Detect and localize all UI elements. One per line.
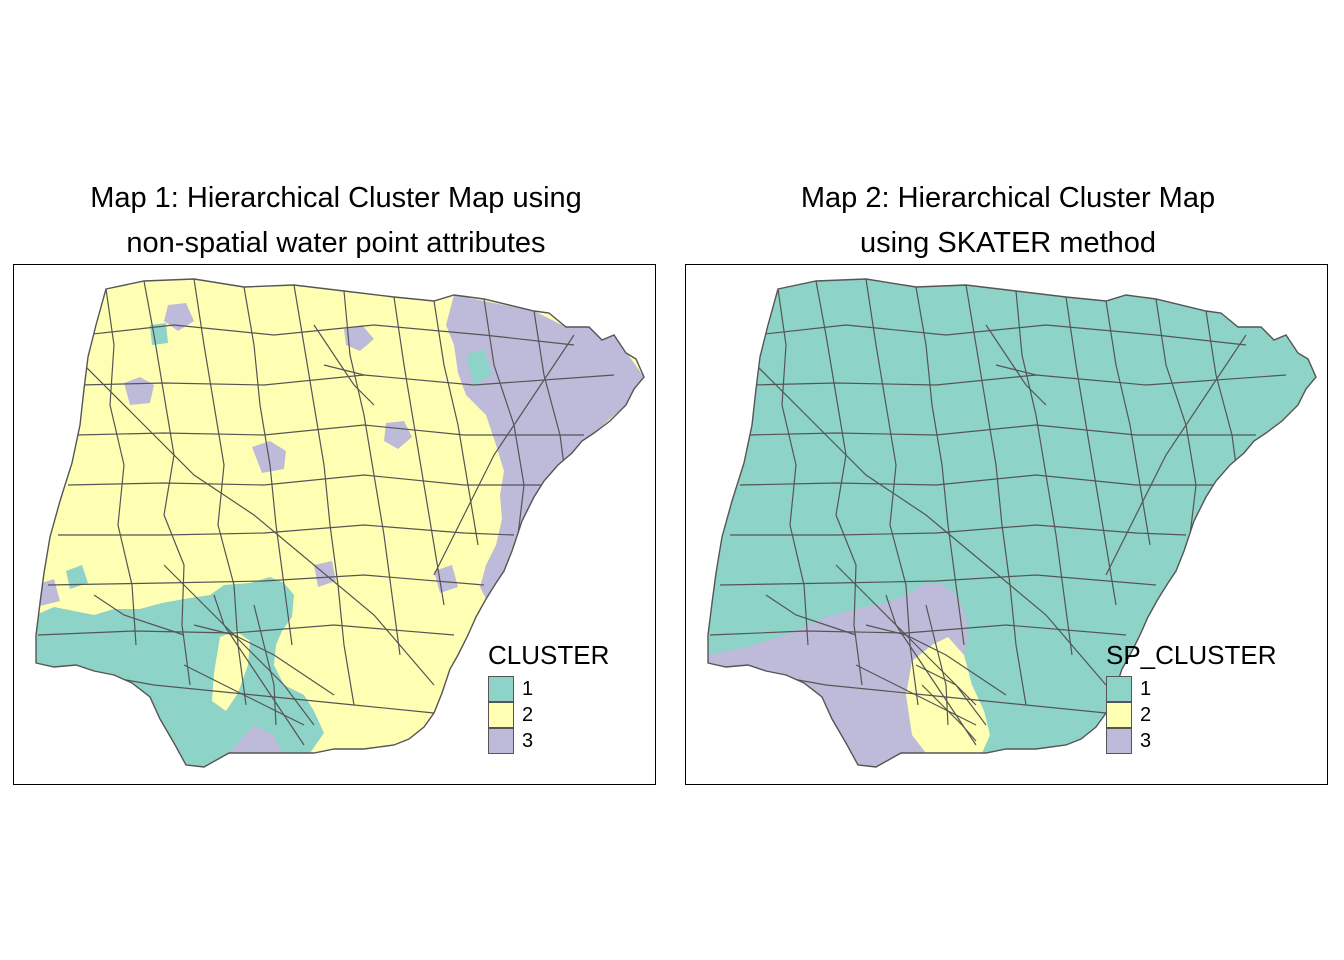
map-1-legend-label-2: 2 bbox=[522, 704, 534, 726]
map-1-frame bbox=[13, 264, 656, 785]
map-1-legend: CLUSTER 1 2 3 bbox=[488, 640, 609, 754]
map-1-title-line-1: Map 1: Hierarchical Cluster Map using bbox=[90, 182, 582, 214]
map-1-cluster-3-south-region bbox=[229, 725, 282, 753]
map-1-title: Map 1: Hierarchical Cluster Map using no… bbox=[0, 176, 672, 266]
map-1-cluster-1-south-region bbox=[36, 577, 324, 767]
map-1-legend-swatch-2 bbox=[488, 702, 514, 728]
map-1-legend-title: CLUSTER bbox=[488, 640, 610, 670]
map-2-cluster-2-region bbox=[906, 637, 990, 753]
map-2-legend-label-1: 1 bbox=[1140, 678, 1152, 700]
map-1-cluster-3-blob bbox=[434, 565, 458, 593]
map-2-legend-label-2: 2 bbox=[1140, 704, 1152, 726]
map-2-legend-item-1: 1 bbox=[1106, 676, 1277, 702]
map-1-legend-item-2: 2 bbox=[488, 702, 609, 728]
map-1-canvas bbox=[35, 278, 645, 768]
map-2-cluster-3-region bbox=[708, 583, 968, 767]
map-2-legend-swatch-2 bbox=[1106, 702, 1132, 728]
map-2-legend-item-3: 3 bbox=[1106, 728, 1277, 754]
map-2-title-line-2: using SKATER method bbox=[859, 227, 1157, 259]
map-panel-1: Map 1: Hierarchical Cluster Map using no… bbox=[0, 176, 672, 785]
map-2-legend: SP_CLUSTER 1 2 3 bbox=[1106, 640, 1277, 754]
map-2-frame bbox=[685, 264, 1328, 785]
map-2-title: Map 2: Hierarchical Cluster Map using SK… bbox=[672, 176, 1344, 266]
map-2-legend-label-3: 3 bbox=[1140, 730, 1152, 752]
map-1-cluster-2-south-region bbox=[212, 631, 250, 711]
map-2-canvas bbox=[707, 278, 1317, 768]
map-1-legend-swatch-1 bbox=[488, 676, 514, 702]
map-1-title-line-2: non-spatial water point attributes bbox=[126, 227, 546, 259]
map-1-cluster-1-blob bbox=[466, 349, 492, 385]
map-2-legend-swatch-1 bbox=[1106, 676, 1132, 702]
map-1-cluster-3-blob bbox=[344, 325, 374, 351]
map-1-cluster-1-blob bbox=[66, 565, 88, 589]
map-1-legend-item-1: 1 bbox=[488, 676, 609, 702]
map-1-cluster-3-blob bbox=[164, 303, 194, 331]
map-2-region-boundaries bbox=[709, 279, 1287, 746]
map-1-legend-label-3: 3 bbox=[522, 730, 534, 752]
map-1-legend-item-3: 3 bbox=[488, 728, 609, 754]
map-2-title-line-1: Map 2: Hierarchical Cluster Map bbox=[800, 182, 1216, 214]
map-1-legend-label-1: 1 bbox=[522, 678, 534, 700]
map-2-legend-title: SP_CLUSTER bbox=[1106, 640, 1277, 670]
map-panel-2: Map 2: Hierarchical Cluster Map using SK… bbox=[672, 0, 1344, 960]
map-2-legend-swatch-3 bbox=[1106, 728, 1132, 754]
map-1-legend-swatch-3 bbox=[488, 728, 514, 754]
map-2-legend-item-2: 2 bbox=[1106, 702, 1277, 728]
map-1-region-boundaries bbox=[37, 279, 615, 746]
